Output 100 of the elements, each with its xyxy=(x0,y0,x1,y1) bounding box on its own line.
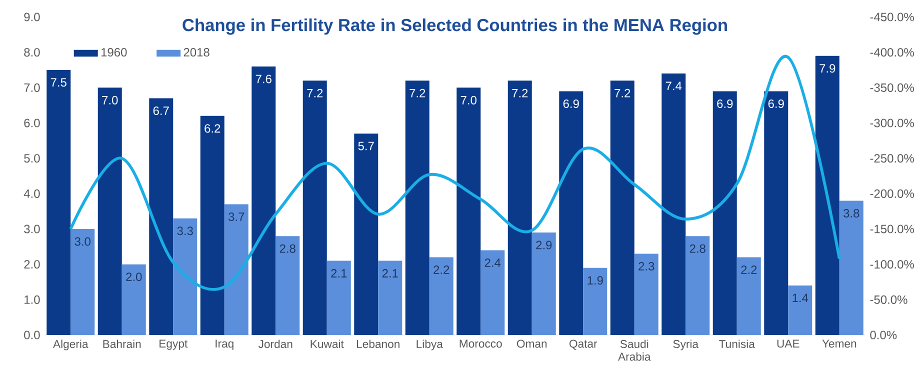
data-label: 1.4 xyxy=(792,294,808,302)
bar xyxy=(532,232,556,335)
y2-tick-label: -100.0% xyxy=(870,260,914,269)
bar xyxy=(815,56,840,335)
x-tick-label: Libya xyxy=(416,340,443,350)
data-label: 7.9 xyxy=(820,64,836,73)
data-label: 2.0 xyxy=(126,272,142,282)
y-tick-label: 8.0 xyxy=(24,48,40,57)
data-label: 2.2 xyxy=(741,266,757,274)
bar xyxy=(326,260,351,335)
bar xyxy=(173,218,198,335)
bar xyxy=(662,74,686,335)
x-tick-label: Morocco xyxy=(460,340,502,348)
data-label: 7.6 xyxy=(256,74,272,84)
y2-tick-label: -200.0% xyxy=(870,189,914,198)
x-tick-label: Iraq xyxy=(216,340,234,350)
x-tick-label: Syria xyxy=(673,340,699,350)
data-label: 2.1 xyxy=(331,269,347,278)
y2-tick-label: -450.0% xyxy=(870,12,914,22)
y2-tick-label: -350.0% xyxy=(870,83,914,92)
y-tick-label: 6.0 xyxy=(24,118,40,128)
y-tick-label: 9.0 xyxy=(24,12,40,22)
chart-title: Change in Fertility Rate in Selected Countries in the MENA Region xyxy=(182,18,727,35)
y-tick-label: 4.0 xyxy=(24,189,40,198)
bar xyxy=(70,229,95,335)
x-tick-label: Yemen xyxy=(822,340,856,348)
x-tick-label: Lebanon xyxy=(356,340,400,348)
y-tick-label: 2.0 xyxy=(24,260,40,269)
bar xyxy=(788,286,812,335)
x-tick-label: Qatar xyxy=(570,340,598,350)
bar xyxy=(378,260,402,335)
bar xyxy=(276,236,300,335)
data-label: 3.0 xyxy=(74,237,91,246)
bar xyxy=(634,254,658,335)
bar xyxy=(429,257,454,335)
y2-tick-label: -50.0% xyxy=(870,295,908,304)
legend-label: 2018 xyxy=(184,48,210,57)
data-label: 7.0 xyxy=(102,96,118,104)
x-tick-label: UAE xyxy=(777,340,800,348)
y2-tick-label: -250.0% xyxy=(870,154,914,163)
y2-tick-label: -150.0% xyxy=(870,224,914,234)
bar xyxy=(508,80,532,335)
y-tick-label: 3.0 xyxy=(24,224,40,234)
data-label: 2.4 xyxy=(484,258,501,267)
bar xyxy=(839,200,864,335)
data-label: 2.3 xyxy=(638,262,654,271)
x-tick-label: Bahrain xyxy=(103,340,141,348)
x-tick-label: Algeria xyxy=(53,340,88,350)
bar xyxy=(224,204,248,335)
x-tick-label: Kuwait xyxy=(310,340,344,348)
bar xyxy=(456,88,481,335)
data-label: 2.8 xyxy=(280,244,296,253)
data-label: 3.3 xyxy=(177,226,193,236)
bar xyxy=(302,80,327,335)
data-label: 6.9 xyxy=(717,99,733,108)
bar xyxy=(610,80,634,335)
bar xyxy=(712,91,737,335)
data-label: 6.2 xyxy=(204,124,220,133)
data-label: 7.4 xyxy=(666,82,682,90)
x-tick-label: Saudi Arabia xyxy=(618,340,651,361)
data-label: 3.7 xyxy=(228,212,244,222)
data-label: 7.0 xyxy=(460,96,477,104)
y2-tick-label: 0.0% xyxy=(870,330,897,340)
bar xyxy=(583,268,608,335)
data-label: 5.7 xyxy=(358,142,374,150)
data-label: 2.2 xyxy=(434,266,450,274)
data-label: 6.9 xyxy=(563,99,579,108)
data-label: 7.2 xyxy=(512,88,528,98)
data-label: 7.5 xyxy=(50,78,66,87)
bar xyxy=(200,116,224,335)
y-tick-label: 5.0 xyxy=(24,154,40,163)
y2-tick-label: -300.0% xyxy=(870,118,914,128)
y2-tick-label: -400.0% xyxy=(870,48,914,57)
data-label: 2.9 xyxy=(536,240,552,250)
data-label: 3.8 xyxy=(844,208,860,218)
bar xyxy=(405,80,430,335)
bar xyxy=(480,250,505,335)
data-label: 7.2 xyxy=(307,88,323,98)
bar xyxy=(98,88,122,335)
bar xyxy=(46,70,71,335)
data-label: 6.9 xyxy=(768,99,784,108)
data-label: 7.2 xyxy=(614,88,630,98)
data-label: 6.7 xyxy=(153,106,169,116)
bar xyxy=(252,66,276,335)
bar xyxy=(559,91,584,335)
data-label: 2.8 xyxy=(690,244,706,253)
data-label: 7.2 xyxy=(410,88,426,98)
x-tick-label: Oman xyxy=(516,340,547,348)
bar xyxy=(354,134,378,335)
bar xyxy=(736,257,761,335)
y-tick-label: 1.0 xyxy=(24,295,40,304)
data-label: 2.1 xyxy=(382,269,398,278)
y-tick-label: 7.0 xyxy=(24,83,40,92)
x-tick-label: Jordan xyxy=(258,340,292,348)
legend-label: 1960 xyxy=(101,48,127,57)
x-tick-label: Egypt xyxy=(160,340,188,350)
bar xyxy=(686,236,710,335)
data-label: 1.9 xyxy=(588,276,603,285)
y-tick-label: 0.0 xyxy=(24,330,40,340)
bar xyxy=(149,98,174,335)
